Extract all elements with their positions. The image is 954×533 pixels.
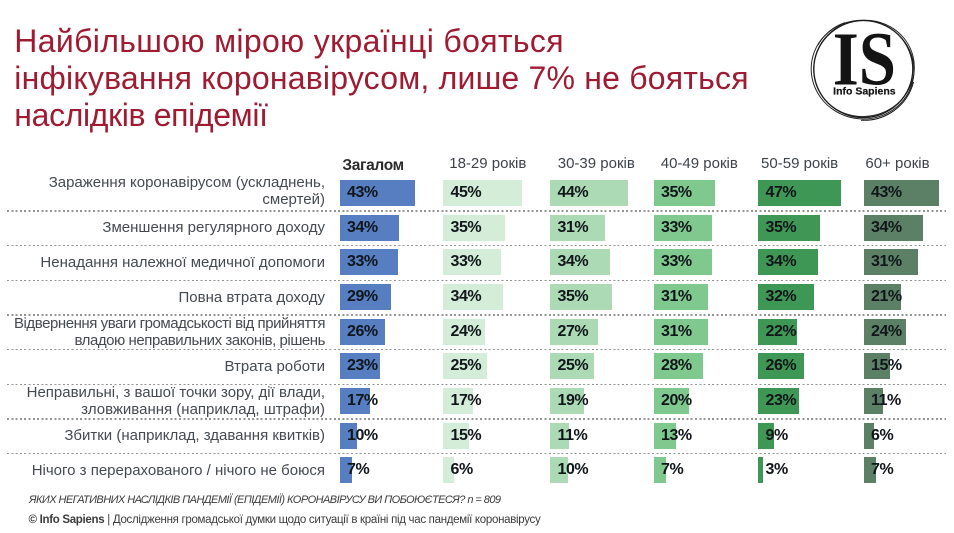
svg-text:IS: IS xyxy=(833,18,896,102)
svg-text:Info Sapiens: Info Sapiens xyxy=(833,85,896,97)
